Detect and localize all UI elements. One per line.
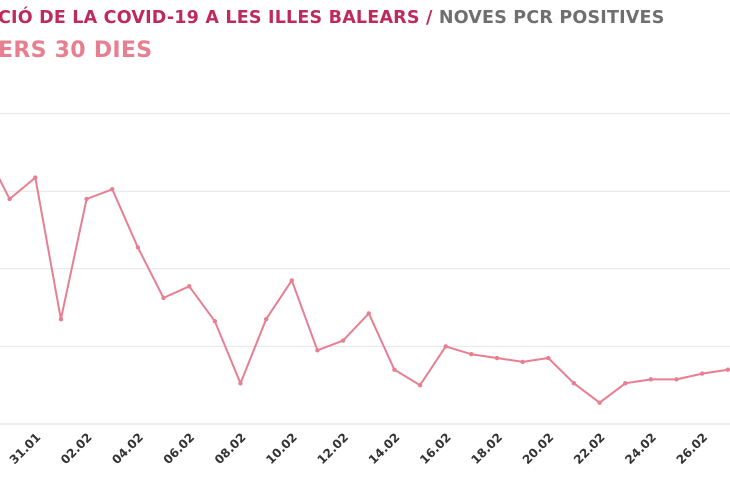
data-point xyxy=(597,400,602,405)
data-point xyxy=(648,377,654,382)
x-tick-label: 12.02 xyxy=(314,430,351,467)
x-tick-label: 26.02 xyxy=(674,430,711,467)
x-tick-label: 14.02 xyxy=(366,430,403,467)
data-point xyxy=(161,295,166,301)
data-point xyxy=(315,348,320,353)
data-point xyxy=(7,196,12,202)
x-tick-label: 16.02 xyxy=(417,430,454,467)
x-tick-label: 10.02 xyxy=(263,430,300,467)
data-point xyxy=(520,359,525,365)
chart-title-separator: / xyxy=(419,8,439,28)
data-point xyxy=(443,344,448,349)
data-point xyxy=(623,381,628,386)
data-point xyxy=(469,351,474,357)
data-point xyxy=(33,175,38,180)
x-tick-label: 20.02 xyxy=(520,430,557,467)
data-points-group xyxy=(7,175,730,405)
x-tick-label: 08.02 xyxy=(212,430,249,467)
data-point xyxy=(700,371,705,376)
grid-lines xyxy=(0,113,730,425)
data-point xyxy=(366,311,371,316)
data-point xyxy=(417,383,423,388)
series-line xyxy=(0,176,728,404)
data-point xyxy=(238,381,243,386)
series-line-group xyxy=(0,176,728,404)
data-point xyxy=(546,355,551,361)
chart-title-sub: NOVES PCR POSITIVES xyxy=(438,8,665,28)
data-point xyxy=(110,187,115,192)
data-point xyxy=(674,377,679,382)
data-point xyxy=(725,367,730,372)
data-point xyxy=(212,318,218,324)
data-point xyxy=(289,278,294,283)
x-tick-labels: 31.01 02.02 04.02 06.02 08.02 10.02 12.02 14.02… xyxy=(7,430,711,467)
chart-title-main: CIÓ DE LA COVID-19 A LES ILLES BALEARS xyxy=(0,8,420,28)
data-point xyxy=(340,338,346,343)
x-tick-label: 02.02 xyxy=(58,430,95,467)
x-tick-label: 31.01 xyxy=(7,430,44,467)
data-point xyxy=(494,355,500,361)
data-point xyxy=(135,245,141,250)
data-point xyxy=(571,381,577,386)
chart-title: CIÓ DE LA COVID-19 A LES ILLES BALEARS /… xyxy=(0,8,665,28)
x-tick-label: 04.02 xyxy=(109,430,146,467)
x-tick-label: 06.02 xyxy=(161,430,198,467)
x-tick-label: 22.02 xyxy=(571,430,608,467)
chart-subtitle: ERS 30 DIES xyxy=(0,38,153,63)
data-point xyxy=(187,284,192,289)
data-point xyxy=(392,367,397,372)
x-tick-label: 24.02 xyxy=(622,430,659,467)
data-point xyxy=(84,196,89,202)
x-tick-label: 18.02 xyxy=(468,430,505,467)
data-point xyxy=(58,317,64,322)
data-point xyxy=(263,317,269,322)
